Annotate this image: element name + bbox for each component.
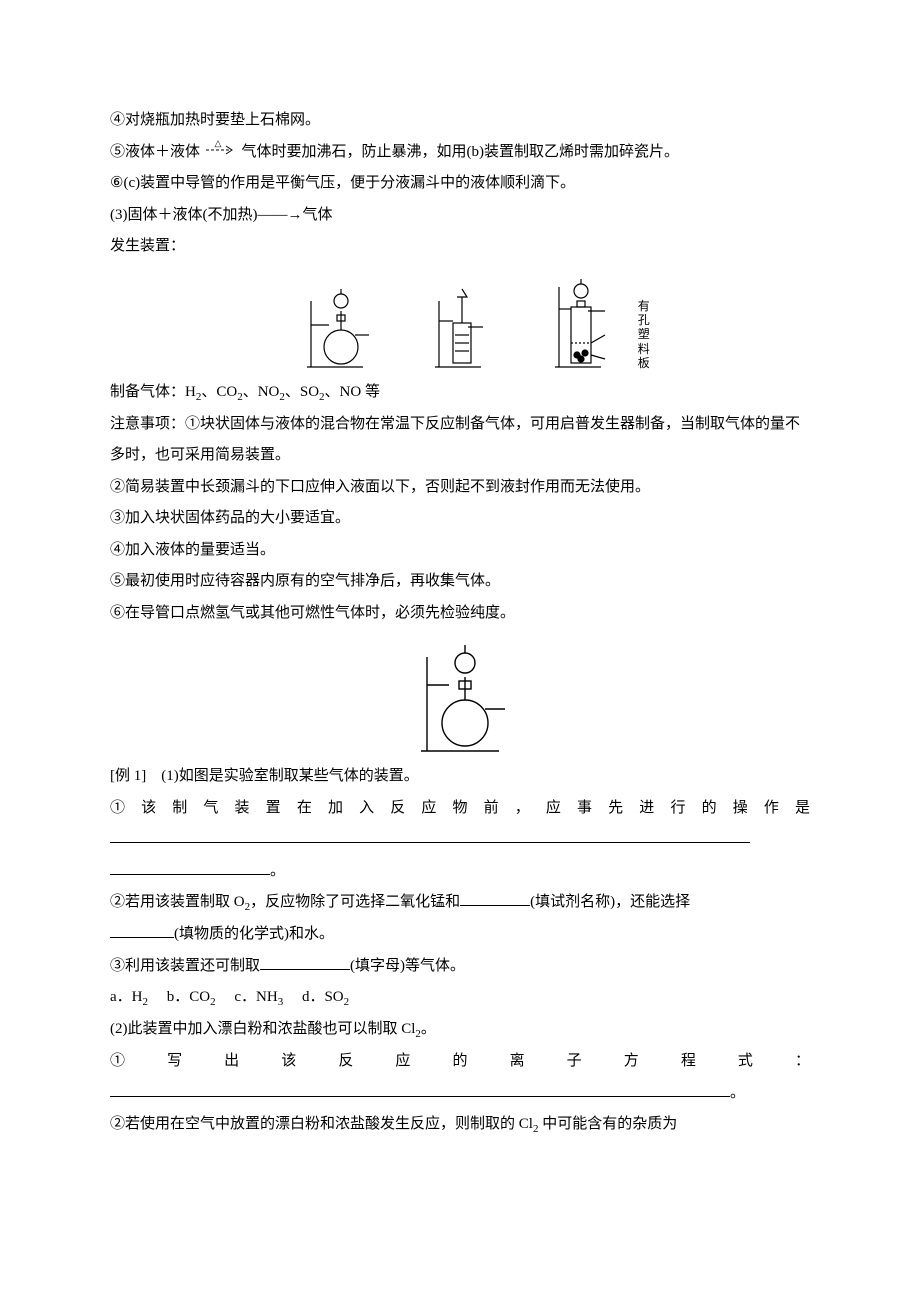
period-2: 。 [730, 1085, 745, 1101]
note-5a: ⑤液体＋液体 [110, 144, 204, 160]
caution-2: ②简易装置中长颈漏斗的下口应伸入液面以下，否则起不到液封作用而无法使用。 [110, 472, 810, 504]
q1-3-options: a．H2 b．CO2 c．NH3 d．SO2 [110, 982, 810, 1014]
q2b: 。 [421, 1021, 436, 1037]
q1-2c: (填试剂名称)，还能选择 [530, 894, 690, 910]
sub-so2: 2 [344, 996, 350, 1008]
apparatus-3-label-top: 有孔塑料板 [637, 299, 651, 371]
note-4: ④对烧瓶加热时要垫上石棉网。 [110, 105, 810, 137]
gas-so2-prefix: 、SO [285, 384, 319, 400]
apparatus-diagram-4 [405, 637, 515, 757]
q1-2b: ，反应物除了可选择二氧化锰和 [250, 894, 460, 910]
apparatus-diagram-1 [293, 281, 373, 371]
blank-line-1 [110, 824, 810, 856]
example-1-header: [例 1] (1)如图是实验室制取某些气体的装置。 [110, 761, 810, 793]
diagram-row-1: 有孔塑料板 [110, 273, 810, 371]
arrow-heat-icon: △ [204, 138, 238, 156]
blank-reagent [460, 890, 530, 906]
blank-line-2: 。 [110, 1078, 810, 1110]
gas-no-suffix: 、NO 等 [325, 384, 380, 400]
apparatus-diagram-2 [425, 281, 495, 371]
q2: (2)此装置中加入漂白粉和浓盐酸也可以制取 Cl2。 [110, 1014, 810, 1046]
section-3: (3)固体＋液体(不加热)――→气体 [110, 200, 810, 232]
q2a: (2)此装置中加入漂白粉和浓盐酸也可以制取 Cl [110, 1021, 415, 1037]
gas-no2-prefix: 、NO [243, 384, 280, 400]
caution-1: 注意事项：①块状固体与液体的混合物在常温下反应制备气体，可用启普发生器制备，当制… [110, 409, 810, 472]
sub-co2: 2 [210, 996, 216, 1008]
q1-2-cont: (填物质的化学式)和水。 [110, 919, 810, 951]
q2-1: ① 写 出 该 反 应 的 离 子 方 程 式 ： [110, 1046, 810, 1078]
diagram-row-2 [110, 637, 810, 757]
svg-text:△: △ [214, 138, 221, 148]
q2-2a: ②若使用在空气中放置的漂白粉和浓盐酸发生反应，则制取的 Cl [110, 1116, 533, 1132]
opt-b: b．CO [167, 989, 210, 1005]
caution-3: ③加入块状固体药品的大小要适宜。 [110, 503, 810, 535]
sub-nh3: 3 [278, 996, 284, 1008]
q2-2: ②若使用在空气中放置的漂白粉和浓盐酸发生反应，则制取的 Cl2 中可能含有的杂质… [110, 1109, 810, 1141]
blank-letter [260, 954, 350, 970]
q2-2b: 中可能含有的杂质为 [538, 1116, 677, 1132]
q1-3a: ③利用该装置还可制取 [110, 958, 260, 974]
period-1: 。 [270, 863, 285, 879]
gas-h2-prefix: 制备气体：H [110, 384, 196, 400]
q1-3b: (填字母)等气体。 [350, 958, 465, 974]
blank-formula [110, 922, 174, 938]
apparatus-label: 发生装置： [110, 231, 810, 263]
q1-1: ① 该 制 气 装 置 在 加 入 反 应 物 前 ， 应 事 先 进 行 的 … [110, 793, 810, 825]
opt-a: a．H [110, 989, 143, 1005]
opt-c: c．NH [234, 989, 277, 1005]
caution-4: ④加入液体的量要适当。 [110, 535, 810, 567]
q1-2a: ②若用该装置制取 O [110, 894, 245, 910]
q1-2d: (填物质的化学式)和水。 [174, 926, 334, 942]
note-5b: 气体时要加沸石，防止暴沸，如用(b)装置制取乙烯时需加碎瓷片。 [242, 144, 680, 160]
gases-prepared: 制备气体：H2、CO2、NO2、SO2、NO 等 [110, 377, 810, 409]
opt-d: d．SO [302, 989, 344, 1005]
note-5: ⑤液体＋液体 △ 气体时要加沸石，防止暴沸，如用(b)装置制取乙烯时需加碎瓷片。 [110, 137, 810, 169]
gas-co2-prefix: 、CO [201, 384, 237, 400]
caution-6: ⑥在导管口点燃氢气或其他可燃性气体时，必须先检验纯度。 [110, 598, 810, 630]
caution-5: ⑤最初使用时应待容器内原有的空气排净后，再收集气体。 [110, 566, 810, 598]
apparatus-diagram-3 [547, 273, 617, 371]
sub-h2: 2 [143, 996, 149, 1008]
note-6: ⑥(c)装置中导管的作用是平衡气压，便于分液漏斗中的液体顺利滴下。 [110, 168, 810, 200]
q1-2: ②若用该装置制取 O2，反应物除了可选择二氧化锰和(填试剂名称)，还能选择 [110, 887, 810, 919]
blank-line-1-end: 。 [110, 856, 810, 888]
q1-3: ③利用该装置还可制取 (填字母)等气体。 [110, 951, 810, 983]
